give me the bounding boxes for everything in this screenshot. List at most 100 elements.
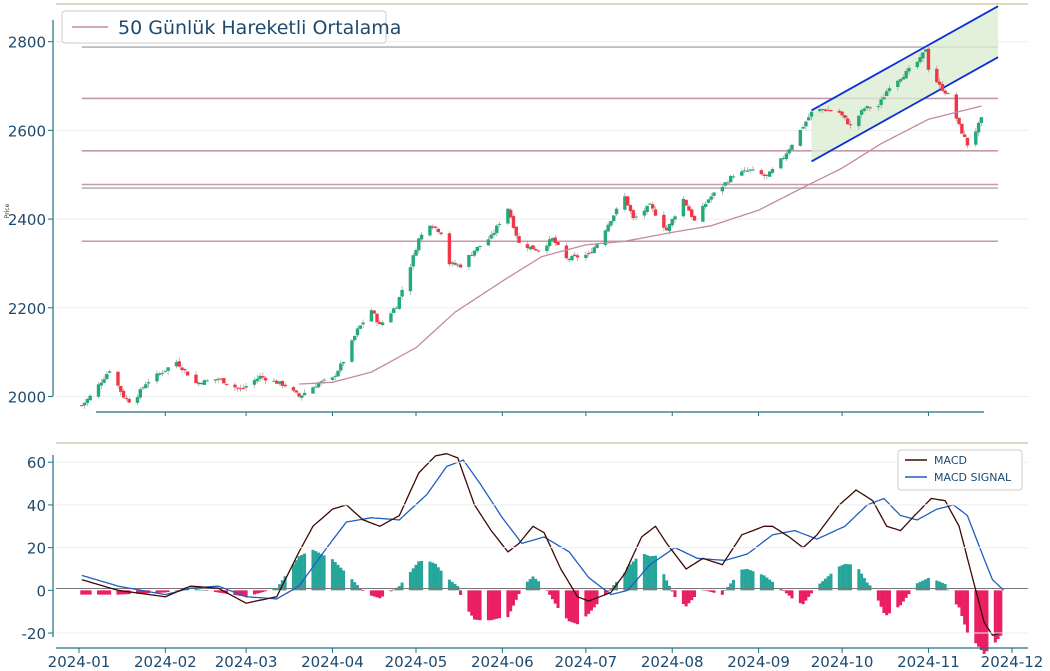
candle-body (333, 375, 337, 377)
candle-body (748, 169, 752, 171)
macd-histogram-bar (108, 590, 112, 595)
candle-body (456, 264, 460, 266)
candle-body (592, 247, 596, 254)
candle-body (809, 111, 814, 117)
macd-histogram-bar (436, 567, 440, 591)
macd-histogram-bar (241, 590, 245, 597)
candle-body (859, 110, 864, 115)
candle-body (684, 199, 688, 206)
macd-histogram-bar (239, 590, 243, 596)
candle-body (197, 382, 201, 385)
candle-body (845, 118, 850, 125)
candle-body (957, 117, 961, 125)
macd-histogram-bar (80, 590, 84, 595)
price-y-tick-label: 2400 (8, 211, 46, 229)
candle-body (378, 322, 382, 325)
candle-body (297, 393, 301, 397)
macd-histogram-bar (319, 553, 323, 591)
macd-line (81, 453, 1002, 636)
macd-histogram-bar (545, 590, 549, 591)
candle-body (419, 234, 424, 240)
macd-histogram-bar (278, 584, 282, 591)
macd-histogram-bar (626, 567, 630, 591)
macd-histogram-bar (431, 562, 435, 591)
macd-histogram-bar (651, 555, 655, 591)
macd-histogram-bar (531, 576, 535, 591)
candle-body (155, 373, 159, 382)
candle-body (185, 371, 190, 376)
macd-histogram-bar (963, 590, 967, 625)
macd-histogram-bar (200, 589, 204, 591)
candle-body (436, 228, 440, 233)
macd-x-tick-label: 2024-08 (641, 653, 704, 671)
macd-histogram-bar (570, 590, 574, 623)
price-y-tick-label: 2600 (8, 122, 46, 140)
candle-body (119, 386, 123, 392)
price-legend-box (61, 10, 387, 44)
macd-histogram-bar (252, 590, 256, 595)
macd-histogram-bar (194, 589, 198, 591)
macd-histogram-bar (102, 590, 106, 595)
macd-histogram-bar (511, 590, 515, 606)
macd-histogram-bar (389, 590, 393, 592)
macd-legend: MACD MACD SIGNAL (897, 449, 1023, 491)
macd-histogram-bar (587, 590, 591, 614)
candle-body (508, 209, 513, 218)
candle-body (648, 203, 652, 205)
candle-body (625, 196, 630, 206)
macd-histogram-bar (687, 590, 691, 604)
candle-body (653, 209, 658, 216)
macd-histogram-bar (322, 555, 326, 591)
candle-body (731, 176, 736, 178)
macd-histogram-bar (706, 590, 710, 592)
candle-body (450, 262, 454, 264)
candle-body (896, 80, 900, 88)
candle-body (158, 373, 162, 375)
candle-body (397, 297, 401, 309)
macd-histogram-bar (885, 590, 889, 616)
candle-body (770, 169, 775, 173)
candle-body (408, 267, 413, 292)
macd-histogram-bar (428, 561, 432, 591)
candle-body (525, 244, 530, 248)
candle-body (180, 367, 184, 371)
candle-body (595, 244, 599, 248)
candle-body (962, 134, 967, 137)
candle-body (790, 144, 794, 150)
macd-histogram-bar (701, 589, 705, 591)
macd-histogram-bar (684, 590, 688, 607)
macd-histogram-bar (486, 590, 490, 621)
macd-histogram-bar (472, 590, 476, 620)
candle-body (573, 254, 577, 256)
macd-histogram-bar (837, 566, 841, 591)
candle-body (294, 390, 298, 393)
candle-body (194, 374, 198, 384)
candle-body (584, 254, 588, 259)
candle-body (767, 171, 772, 177)
candle-body (720, 186, 725, 192)
macd-histogram-bar (272, 588, 276, 591)
price-panel: 2000 2200 2400 2600 2800 Price 50 Günlük Har… (4, 5, 1028, 416)
candle-body (263, 377, 268, 381)
macd-histogram-bar (166, 590, 170, 593)
macd-histogram-bar (138, 590, 142, 594)
macd-histogram-bar (846, 564, 850, 591)
candle-body (729, 175, 733, 183)
macd-y-tick-label: -20 (22, 625, 47, 643)
candle-body (946, 93, 950, 95)
candle-body (553, 237, 557, 244)
macd-legend-label: MACD (934, 454, 967, 467)
macd-histogram-bar (899, 590, 903, 606)
macd-histogram-bar (294, 560, 298, 591)
macd-histogram-bar (576, 590, 580, 625)
candle-body (202, 380, 207, 385)
candle-body (868, 107, 872, 109)
candle-body (550, 238, 555, 241)
macd-histogram-bar (693, 590, 697, 598)
candle-body (82, 402, 87, 406)
candle-body (233, 384, 237, 388)
macd-signal-legend-label: MACD SIGNAL (934, 471, 1012, 484)
macd-y-tick-label: 20 (27, 540, 46, 558)
macd-histogram-bar (762, 575, 766, 591)
candle-body (314, 386, 318, 388)
